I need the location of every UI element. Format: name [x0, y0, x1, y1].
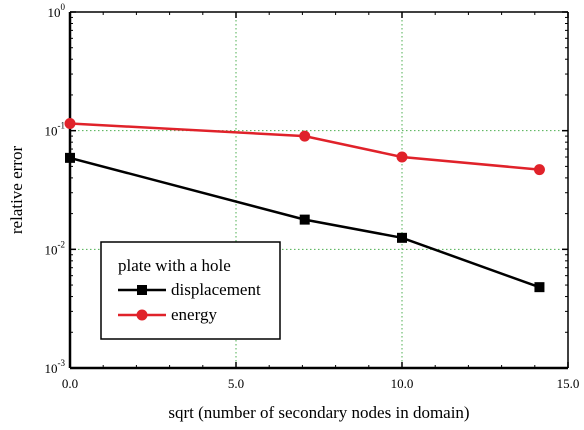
y-tick-label: 100 [48, 2, 66, 20]
displacement-point [65, 152, 75, 163]
x-tick-label: 15.0 [557, 376, 580, 391]
legend-energy-label: energy [171, 305, 217, 324]
y-tick-label: 10-2 [45, 239, 66, 257]
y-axis-label: relative error [7, 146, 26, 235]
energy-point [299, 130, 311, 142]
displacement-point [397, 232, 407, 243]
y-tick-label: 10-1 [45, 121, 66, 139]
x-tick-label: 0.0 [62, 376, 78, 391]
x-axis-label: sqrt (number of secondary nodes in domai… [168, 403, 469, 422]
displacement-point [299, 214, 310, 225]
legend-displacement-marker [137, 285, 147, 295]
displacement-point [534, 282, 545, 293]
energy-point [64, 117, 76, 129]
legend-displacement-label: displacement [171, 280, 261, 299]
legend-energy-marker [136, 309, 148, 321]
energy-point [533, 164, 545, 176]
ticks-layer: 10-3 10-2 10-1 100 0.0 5.0 10.0 15.0 [45, 2, 580, 391]
energy-line [69, 122, 540, 171]
displacement-line [69, 156, 540, 289]
legend: plate with a hole displacement energy [100, 241, 281, 340]
axes-layer [68, 11, 569, 370]
legend-title: plate with a hole [118, 256, 231, 275]
energy-point [396, 151, 408, 163]
legend-items: displacement energy [118, 280, 261, 324]
y-tick-label: 10-3 [45, 358, 66, 376]
x-tick-label: 10.0 [391, 376, 414, 391]
x-tick-label: 5.0 [228, 376, 244, 391]
series-layer [64, 117, 545, 293]
